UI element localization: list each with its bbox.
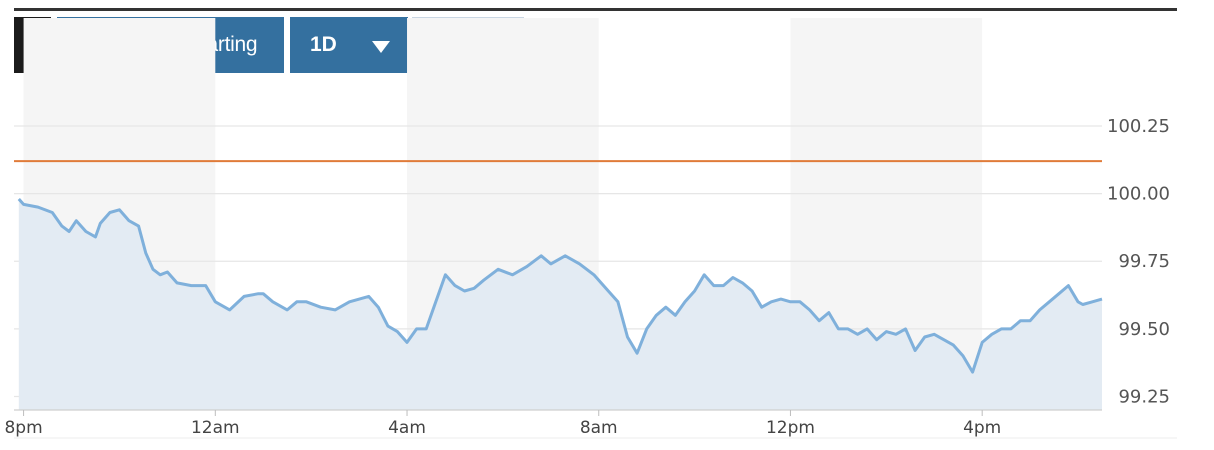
- price-area: [18, 199, 1102, 410]
- x-tick-label: 4am: [388, 418, 426, 438]
- range-select[interactable]: 1D: [290, 17, 408, 73]
- top-rule: [14, 8, 1177, 11]
- x-tick-label: 12pm: [766, 418, 815, 438]
- x-tick-label: 4pm: [963, 418, 1001, 438]
- y-tick-label: 100.25: [1107, 116, 1170, 137]
- price-line: [17, 198, 1103, 374]
- range-select-label: 1D: [310, 33, 337, 56]
- y-tick-label: 99.50: [1118, 319, 1170, 340]
- y-tick-label: 99.75: [1118, 251, 1170, 272]
- y-tick-label: 99.25: [1118, 386, 1170, 407]
- y-tick-label: 100.00: [1107, 184, 1170, 205]
- caret-down-icon: [372, 41, 390, 53]
- x-tick-label: 12am: [191, 418, 240, 438]
- x-tick-label: 8am: [580, 418, 618, 438]
- x-tick-label: 8pm: [4, 418, 42, 438]
